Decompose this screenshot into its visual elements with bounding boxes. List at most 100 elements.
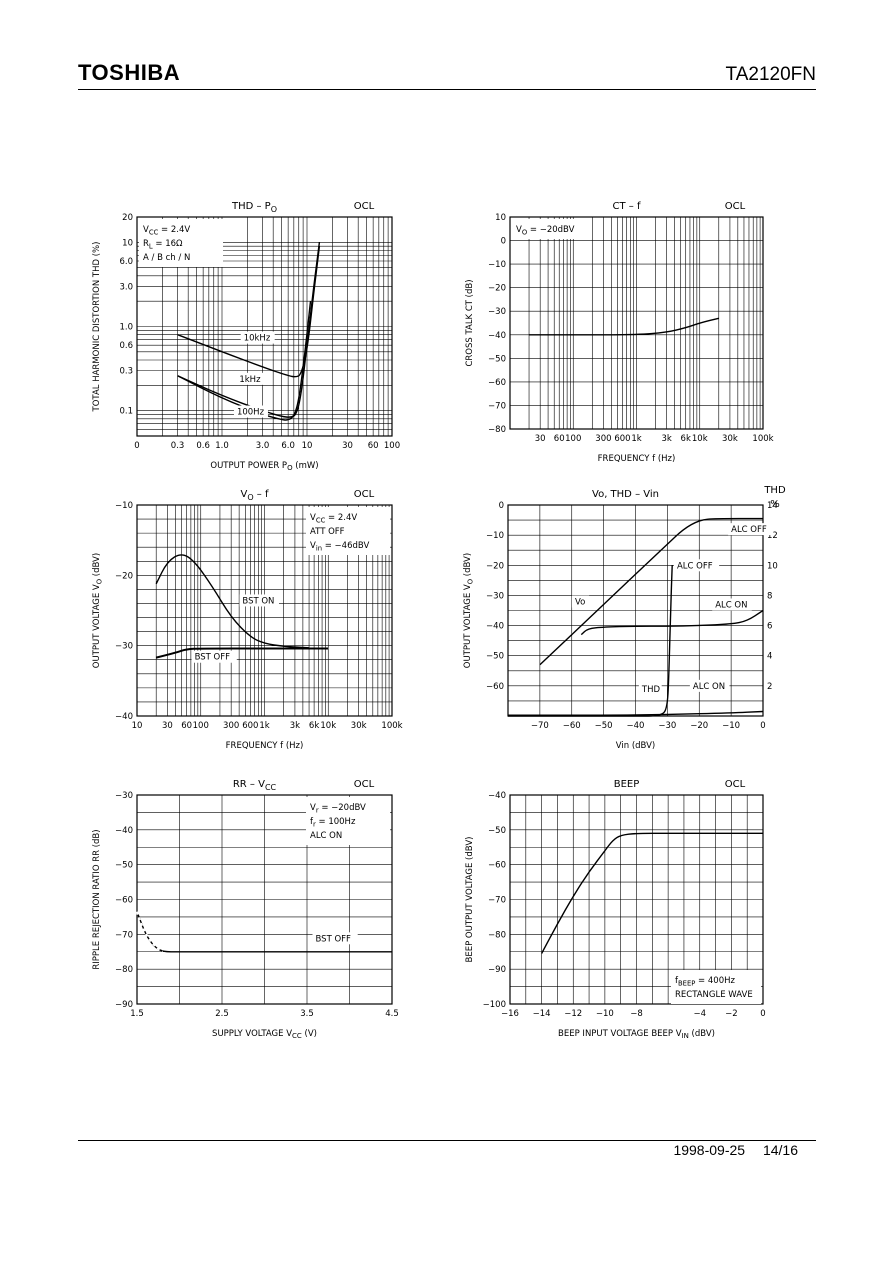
series-label: ALC ON (693, 682, 725, 692)
plot-frame (136, 504, 393, 717)
x-tick-label: 0 (760, 1009, 765, 1019)
y-axis-label: RIPPLE REJECTION RATIO RR (dB) (92, 829, 102, 969)
x-tick-label: 2.5 (215, 1009, 229, 1019)
y2-tick-label: 4 (767, 652, 772, 662)
series-label: BST OFF (316, 934, 352, 944)
series-label-bg (673, 559, 720, 572)
y-tick-label: −60 (488, 861, 506, 871)
x-tick-label: 30 (162, 721, 173, 731)
series-label-bg (712, 598, 752, 611)
series-dash-mask (135, 911, 164, 953)
series-label-bg (689, 679, 730, 692)
x-tick-label: 4.5 (385, 1009, 399, 1019)
x-tick-label: −16 (501, 1009, 519, 1019)
chart-title: CT – f (613, 201, 641, 212)
part-number: TA2120FN (725, 64, 816, 85)
y-tick-label: −60 (486, 682, 504, 692)
y-tick-label: 0.6 (119, 341, 133, 351)
x-tick-label: 60 (554, 434, 565, 444)
condition-text: Vr = −20dBV (310, 803, 366, 815)
series-label: 100Hz (237, 408, 265, 418)
condition-text: VCC = 2.4V (143, 225, 190, 237)
y-tick-label: −90 (115, 1000, 133, 1010)
plot-frame (136, 216, 393, 437)
x-tick-label: −8 (630, 1009, 643, 1019)
y2-unit: % (770, 499, 780, 510)
x-tick-label: 100 (193, 721, 209, 731)
footer-rule (78, 1140, 816, 1141)
x-tick-label: −4 (693, 1009, 706, 1019)
y-tick-label: 10 (122, 238, 133, 248)
y2-tick-label: 8 (767, 591, 772, 601)
x-tick-label: 0.3 (171, 441, 185, 451)
x-tick-label: 3k (290, 721, 300, 731)
y-tick-label: −20 (115, 571, 133, 581)
chart-corner-label: OCL (725, 779, 746, 790)
x-tick-label: 30k (722, 434, 738, 444)
x-tick-label: 10 (302, 441, 313, 451)
plot-frame (136, 794, 393, 1005)
x-tick-label: 1.5 (130, 1009, 144, 1019)
plot-frame (509, 794, 764, 1005)
chart-title: BEEP (614, 779, 640, 790)
y-tick-label: −10 (486, 531, 504, 541)
x-tick-label: −30 (658, 721, 676, 731)
y-tick-label: −50 (488, 826, 506, 836)
y-tick-label: 10 (495, 213, 506, 223)
series-label: ALC OFF (731, 525, 767, 535)
x-tick-label: 1.0 (215, 441, 229, 451)
y-axis-label: CROSS TALK CT (dB) (465, 279, 475, 366)
series-line (508, 565, 673, 717)
y-tick-label: −70 (488, 401, 506, 411)
x-tick-label: 30 (342, 441, 353, 451)
series-label-bg (728, 523, 774, 536)
series-line (529, 317, 719, 336)
y-tick-label: −70 (115, 930, 133, 940)
y-tick-label: 0.3 (119, 367, 133, 377)
x-tick-label: −14 (533, 1009, 551, 1019)
y-tick-label: −80 (488, 930, 506, 940)
condition-text: VO = −20dBV (516, 225, 575, 237)
x-tick-label: 3k (662, 434, 672, 444)
x-axis-label: FREQUENCY f (Hz) (598, 454, 676, 464)
series-label-bg (571, 595, 590, 608)
x-tick-label: 0.6 (196, 441, 210, 451)
x-tick-label: 30 (535, 434, 546, 444)
series-label: BST ON (242, 596, 274, 606)
series-label-bg (240, 331, 275, 344)
y-tick-label: −80 (115, 965, 133, 975)
y2-tick-label: 10 (767, 561, 778, 571)
y-axis-label: TOTAL HARMONIC DISTORTION THD (%) (92, 242, 102, 413)
series-label-bg (236, 372, 265, 385)
series-label-bg (239, 594, 279, 607)
x-tick-label: 10 (132, 721, 143, 731)
y2-title: THD (763, 485, 786, 496)
series-line (155, 554, 310, 649)
x-tick-label: −10 (596, 1009, 614, 1019)
series-line (539, 517, 763, 666)
x-tick-label: 1k (631, 434, 641, 444)
x-tick-label: 1k (259, 721, 269, 731)
x-tick-label: 100k (381, 721, 402, 731)
series-label-bg (191, 650, 237, 663)
x-tick-label: 30k (351, 721, 367, 731)
conditions-box (306, 507, 390, 555)
series-label: ALC OFF (677, 561, 713, 571)
y-tick-label: −80 (488, 425, 506, 435)
x-tick-label: 10k (320, 721, 336, 731)
y-tick-label: 3.0 (119, 282, 133, 292)
x-axis-label: BEEP INPUT VOLTAGE BEEP VIN (dBV) (558, 1029, 715, 1040)
series-label: BST OFF (195, 653, 231, 663)
series-line (580, 609, 764, 636)
x-tick-label: 10k (692, 434, 708, 444)
conditions-box (306, 797, 390, 845)
y2-tick-label: 6 (767, 622, 772, 632)
series-line (508, 710, 764, 716)
y-tick-label: −100 (483, 1000, 506, 1010)
y-axis-label: OUTPUT VOLTAGE VO (dBV) (92, 553, 104, 668)
y-tick-label: −10 (115, 501, 133, 511)
chart-ct-f: 30 60 100 300 600 1k 3k 6k 10k 30k 100k100−10−20−3… (465, 201, 774, 464)
condition-text: ALC ON (310, 831, 342, 841)
y2-tick-label: 12 (767, 531, 778, 541)
x-tick-label: 600 (242, 721, 258, 731)
